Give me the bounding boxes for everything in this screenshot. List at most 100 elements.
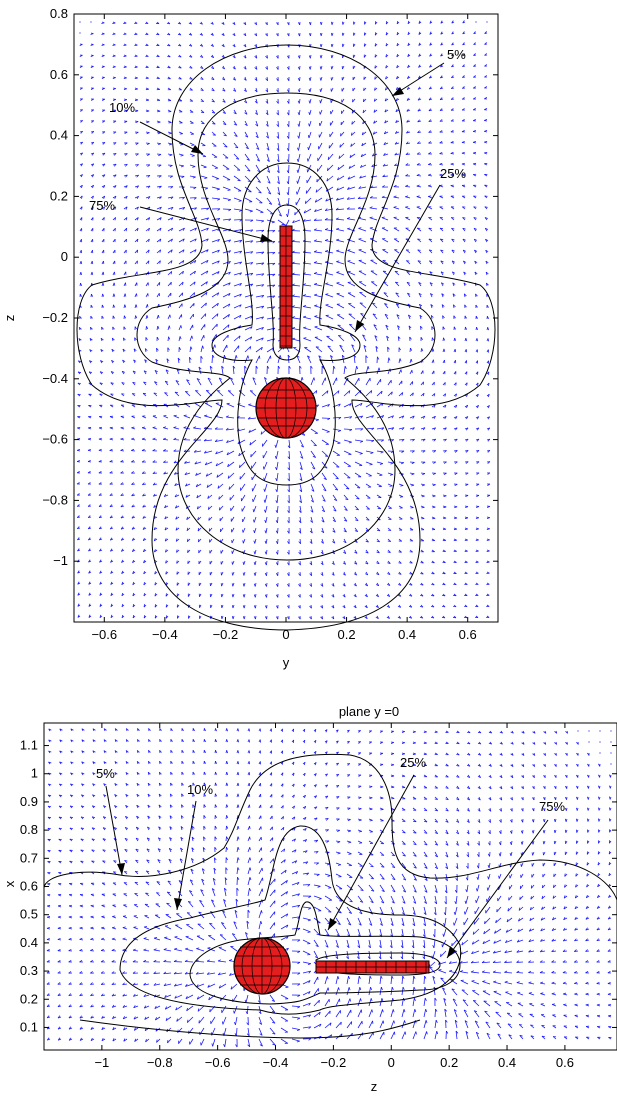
field-arrowhead: [441, 304, 445, 307]
field-arrowhead: [59, 739, 63, 742]
field-arrowhead: [417, 97, 421, 101]
field-arrowhead: [103, 805, 107, 808]
field-arrowhead: [331, 584, 335, 587]
field-arrowhead: [314, 326, 318, 328]
field-arrowhead: [510, 775, 514, 779]
field-arrowhead: [365, 562, 369, 565]
field-arrowhead: [475, 304, 478, 308]
field-arrowhead: [341, 354, 345, 358]
field-arrowhead: [109, 437, 113, 440]
field-arrowhead: [474, 249, 478, 252]
field-arrowhead: [331, 605, 335, 609]
field-arrow: [395, 281, 400, 287]
field-arrowhead: [444, 438, 447, 442]
field-arrowhead: [239, 229, 243, 232]
field-arrowhead: [521, 753, 525, 756]
field-arrow: [340, 120, 345, 126]
field-arrowhead: [159, 217, 162, 221]
field-arrow: [222, 344, 228, 353]
field-arrow: [398, 380, 403, 386]
field-arrowhead: [466, 382, 468, 386]
field-arrowhead: [91, 174, 95, 178]
field-arrowhead: [206, 260, 209, 264]
field-arrowhead: [336, 260, 340, 263]
field-arrowhead: [476, 461, 480, 464]
field-arrowhead: [397, 605, 401, 608]
field-arrowhead: [313, 444, 317, 447]
field-arrowhead: [395, 119, 398, 123]
field-arrowhead: [81, 739, 85, 742]
field-arrow: [211, 302, 219, 309]
field-arrowhead: [102, 109, 106, 112]
field-arrow: [178, 281, 184, 287]
field-arrowhead: [287, 510, 290, 514]
field-arrowhead: [203, 760, 206, 764]
field-arrowhead: [132, 581, 135, 585]
field-arrowhead: [193, 449, 197, 453]
field-arrow: [351, 131, 356, 136]
field-arrow: [298, 142, 301, 151]
field-arrowhead: [462, 238, 466, 241]
field-arrowhead: [101, 22, 105, 24]
field-arrowhead: [473, 86, 476, 89]
field-arrowhead: [487, 450, 491, 453]
field-arrowhead: [179, 336, 182, 340]
field-arrowhead: [217, 208, 221, 211]
field-arrowhead: [113, 120, 117, 123]
field-arrowhead: [462, 249, 467, 252]
field-arrowhead: [262, 466, 265, 470]
field-arrowhead: [170, 739, 173, 742]
field-arrowhead: [298, 551, 301, 555]
field-arrowhead: [215, 771, 218, 775]
field-arrowhead: [275, 510, 278, 514]
field-arrow: [216, 472, 224, 478]
field-arrowhead: [253, 583, 256, 587]
field-arrowhead: [293, 783, 295, 787]
field-arrowhead: [488, 764, 492, 767]
field-arrowhead: [163, 426, 167, 429]
field-arrowhead: [330, 21, 333, 25]
field-arrowhead: [237, 739, 239, 743]
field-arrow: [277, 120, 279, 127]
field-arrow: [315, 197, 323, 203]
field-arrowhead: [103, 185, 106, 189]
field-arrow: [222, 197, 231, 201]
field-arrowhead: [324, 217, 328, 221]
field-arrow: [200, 291, 208, 298]
field-arrowhead: [195, 390, 199, 392]
field-arrowhead: [192, 166, 196, 168]
field-arrow: [178, 164, 184, 167]
field-arrowhead: [217, 198, 221, 201]
field-arrow: [211, 323, 218, 331]
field-arrowhead: [418, 282, 422, 284]
field-arrowhead: [264, 519, 267, 523]
field-arrowhead: [182, 207, 186, 210]
field-arrow: [343, 494, 349, 500]
field-arrow: [266, 355, 271, 364]
field-arrowhead: [222, 78, 226, 81]
field-arrowhead: [102, 142, 106, 145]
field-arrow: [266, 109, 269, 115]
field-arrow: [200, 227, 209, 232]
field-arrow: [321, 428, 330, 433]
field-arrowhead: [417, 249, 421, 251]
field-arrowhead: [313, 250, 317, 253]
field-arrowhead: [261, 251, 265, 255]
objects: [255, 225, 317, 439]
field-arrow: [332, 472, 339, 480]
field-arrow: [303, 284, 312, 287]
field-arrowhead: [88, 371, 93, 374]
field-arrowhead: [246, 158, 250, 161]
field-arrow: [310, 494, 314, 503]
field-arrowhead: [166, 22, 170, 25]
field-arrow: [325, 197, 334, 202]
field-arrow: [327, 345, 334, 353]
field-arrowhead: [250, 262, 254, 265]
field-arrow: [299, 439, 304, 448]
field-arrowhead: [554, 764, 557, 767]
field-arrowhead: [401, 439, 405, 442]
field-arrow: [354, 366, 358, 375]
field-arrowhead: [442, 605, 446, 608]
field-arrowhead: [401, 392, 404, 396]
field-arrowhead: [432, 484, 436, 487]
